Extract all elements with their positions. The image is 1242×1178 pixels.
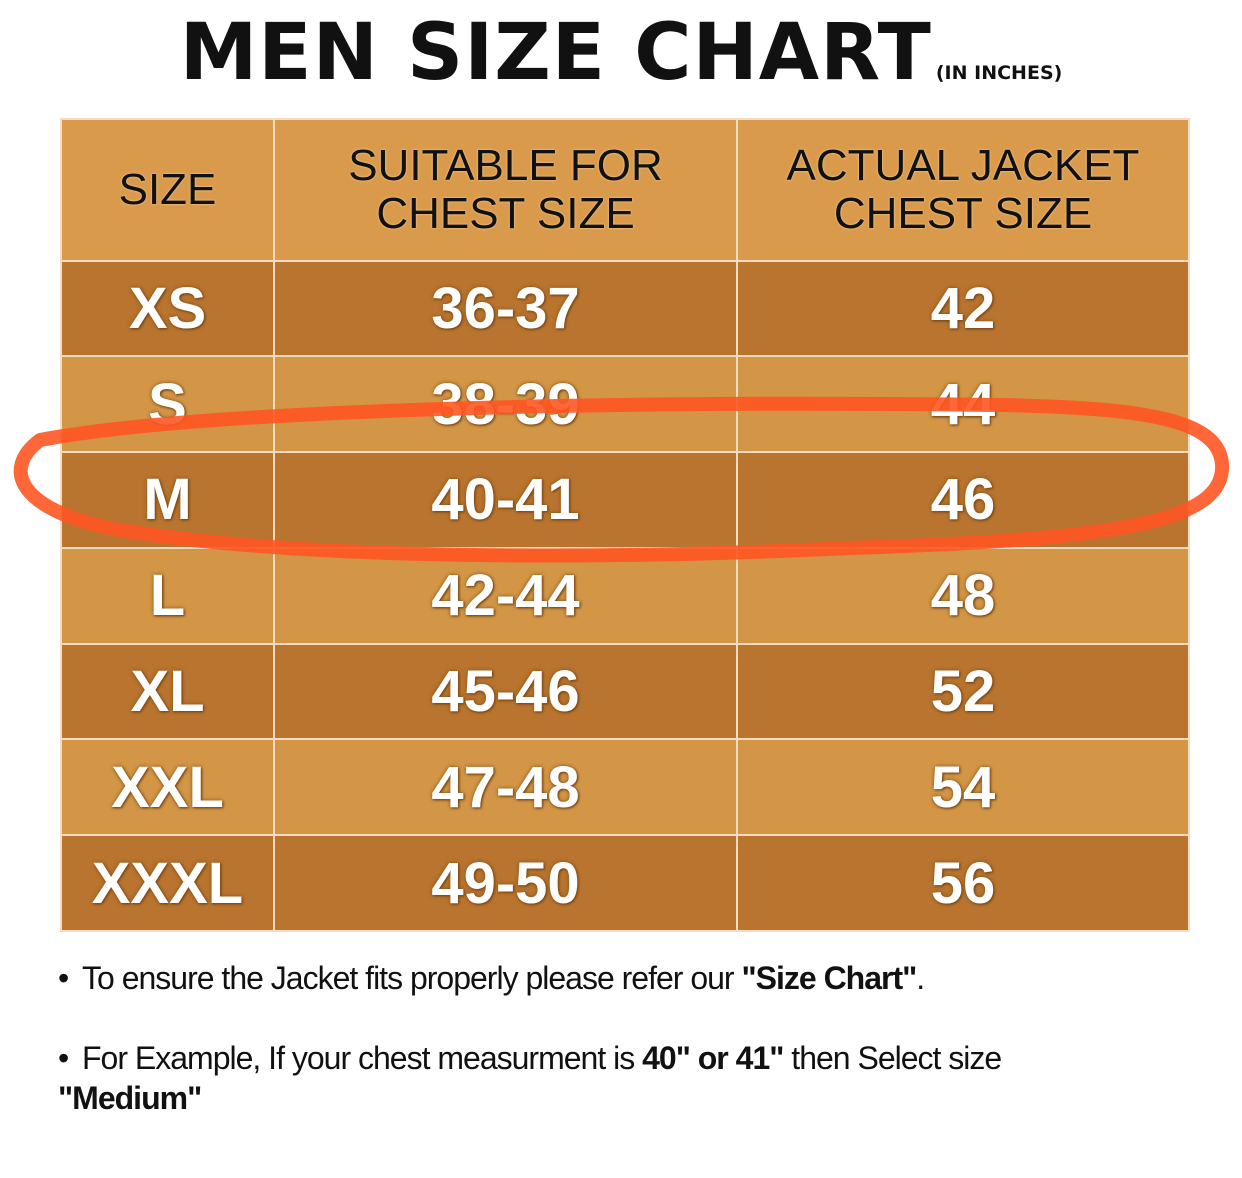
cell-suitable-chest: 45-46	[273, 642, 738, 741]
cell-size: S	[60, 355, 275, 454]
note-bold: "Medium"	[58, 1080, 202, 1116]
bullet-icon: •	[58, 960, 69, 996]
table-row: XL 45-46 52	[60, 642, 1190, 741]
cell-size: M	[60, 451, 275, 549]
cell-actual-chest: 54	[736, 738, 1190, 837]
cell-size: XXXL	[60, 834, 275, 932]
table-row: M 40-41 46	[60, 451, 1190, 549]
note-2: • For Example, If your chest measurment i…	[58, 1038, 1138, 1118]
note-text: .	[916, 960, 925, 996]
cell-size: L	[60, 546, 275, 645]
notes: • To ensure the Jacket fits properly plea…	[58, 958, 1138, 1158]
cell-suitable-chest: 38-39	[273, 355, 738, 454]
table-row: XXL 47-48 54	[60, 738, 1190, 837]
cell-actual-chest: 42	[736, 259, 1190, 358]
cell-suitable-chest: 40-41	[273, 451, 738, 549]
note-text: then Select size	[783, 1040, 1002, 1076]
table-row: L 42-44 48	[60, 546, 1190, 645]
header-suitable-chest: SUITABLE FOR CHEST SIZE	[273, 118, 738, 262]
note-bold: "Size Chart"	[741, 960, 917, 996]
title-main: MEN SIZE CHART	[179, 8, 932, 98]
table-header-row: SIZE SUITABLE FOR CHEST SIZE ACTUAL JACK…	[60, 118, 1190, 262]
cell-size: XS	[60, 259, 275, 358]
cell-suitable-chest: 42-44	[273, 546, 738, 645]
note-bold: 40" or 41"	[642, 1040, 784, 1076]
cell-size: XXL	[60, 738, 275, 837]
bullet-icon: •	[58, 1040, 69, 1076]
title-unit: (IN INCHES)	[935, 62, 1063, 84]
header-actual-chest: ACTUAL JACKET CHEST SIZE	[736, 118, 1190, 262]
cell-suitable-chest: 47-48	[273, 738, 738, 837]
chart-title: MEN SIZE CHART (IN INCHES)	[0, 8, 1242, 98]
cell-actual-chest: 48	[736, 546, 1190, 645]
cell-suitable-chest: 36-37	[273, 259, 738, 358]
cell-actual-chest: 44	[736, 355, 1190, 454]
table-row: S 38-39 44	[60, 355, 1190, 454]
note-text: For Example, If your chest measurment is	[82, 1040, 643, 1076]
size-table: SIZE SUITABLE FOR CHEST SIZE ACTUAL JACK…	[60, 118, 1190, 932]
note-1: • To ensure the Jacket fits properly plea…	[58, 958, 1138, 998]
cell-suitable-chest: 49-50	[273, 834, 738, 932]
cell-actual-chest: 46	[736, 451, 1190, 549]
table-row: XS 36-37 42	[60, 259, 1190, 358]
table-row: XXXL 49-50 56	[60, 834, 1190, 932]
cell-size: XL	[60, 642, 275, 741]
note-text: To ensure the Jacket fits properly pleas…	[82, 960, 742, 996]
cell-actual-chest: 56	[736, 834, 1190, 932]
cell-actual-chest: 52	[736, 642, 1190, 741]
header-size: SIZE	[60, 118, 275, 262]
